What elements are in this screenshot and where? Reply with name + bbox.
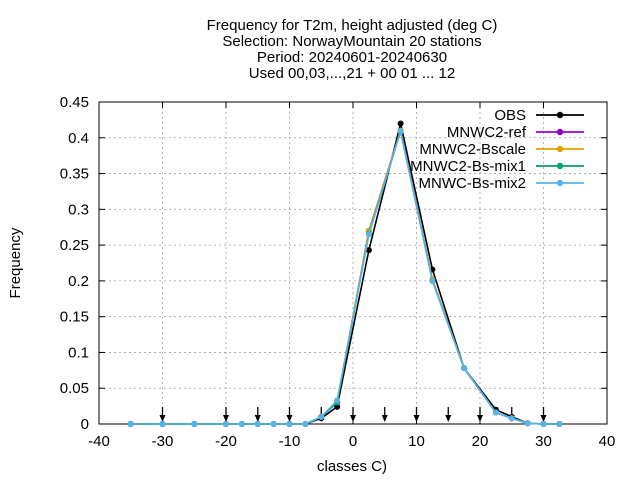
x-tick-label: 0 [349,433,357,450]
data-point [540,421,547,427]
y-tick-label: 0.25 [60,237,89,254]
data-point [302,421,309,427]
title-line: Used 00,03,...,21 + 00 01 ... 12 [249,65,455,82]
data-point [365,231,372,238]
data-point [508,415,515,422]
data-point [334,403,341,410]
data-point [365,247,372,254]
y-tick-label: 0.35 [60,166,89,183]
y-tick-label: 0.2 [68,273,89,290]
grid-lines [99,102,607,424]
title-line: Frequency for T2m, height adjusted (deg … [207,17,498,34]
data-point [254,421,261,427]
y-tick-label: 0.45 [60,94,89,111]
class-arrow [445,407,452,422]
data-point [159,421,166,427]
x-tick-label: -10 [279,433,301,450]
data-point [429,277,436,284]
legend-label: MNWC-Bs-mix2 [419,175,526,192]
legend-marker [556,111,564,119]
x-tick-label: -40 [88,433,110,450]
data-point [318,413,325,420]
legend-marker [556,179,564,187]
y-tick-label: 0.1 [68,344,89,361]
legend-item: MNWC2-Bscale [419,141,584,158]
legend-item: OBS [494,107,584,124]
class-arrow [477,407,483,422]
class-arrow [254,407,261,422]
y-axis-label: Frequency [7,227,24,298]
legend: OBSMNWC2-refMNWC2-BscaleMNWC2-Bs-mix1MNW… [410,107,584,192]
x-tick-label: -30 [152,433,174,450]
data-point [238,421,245,427]
y-tick-label: 0.15 [60,309,89,326]
data-point [556,421,563,427]
title-line: Period: 20240601-20240630 [257,49,447,66]
class-arrow [540,407,547,422]
data-point [127,421,134,427]
legend-item: MNWC-Bs-mix2 [419,175,584,192]
y-tick-label: 0.05 [60,380,89,397]
x-axis-ticks: -40 -30 -20 -10 0 10 20 30 40 [88,102,615,450]
y-tick-label: 0.3 [68,201,89,218]
legend-marker [556,162,564,170]
data-point [397,128,404,135]
chart-title: Frequency for T2m, height adjusted (deg … [207,17,498,82]
class-arrow [223,407,229,422]
data-point [461,365,468,372]
data-point [223,421,229,427]
data-point [270,421,277,427]
x-tick-label: 10 [408,433,425,450]
legend-item: MNWC2-Bs-mix1 [410,158,584,175]
class-arrows [159,407,547,422]
data-point [286,421,293,427]
legend-marker [556,128,564,136]
y-tick-label: 0 [81,416,89,433]
title-line: Selection: NorwayMountain 20 stations [222,33,481,50]
legend-item: MNWC2-ref [447,124,584,141]
data-point [524,420,531,427]
class-arrow [381,407,388,422]
data-point [191,421,198,427]
class-arrow [413,407,420,422]
data-point [492,409,499,416]
y-axis-ticks: 0 0.05 0.1 0.15 0.2 0.25 0.3 0.35 0.4 0.45 [60,94,607,433]
legend-marker [556,145,564,153]
data-series [127,120,563,427]
legend-label: MNWC2-Bscale [419,141,526,158]
x-axis-label: classes C) [317,458,387,475]
x-tick-label: 40 [599,433,616,450]
y-tick-label: 0.4 [68,130,89,147]
legend-label: MNWC2-Bs-mix1 [410,158,526,175]
legend-label: MNWC2-ref [447,124,527,141]
class-arrow [286,407,293,422]
x-tick-label: 20 [472,433,489,450]
data-point [334,397,341,404]
series-mnwc-bs-mix2 [127,128,563,427]
class-arrow [159,407,166,422]
data-point [397,120,404,127]
x-tick-label: -20 [215,433,237,450]
x-tick-label: 30 [535,433,552,450]
class-arrow [350,407,356,422]
legend-label: OBS [494,107,526,124]
